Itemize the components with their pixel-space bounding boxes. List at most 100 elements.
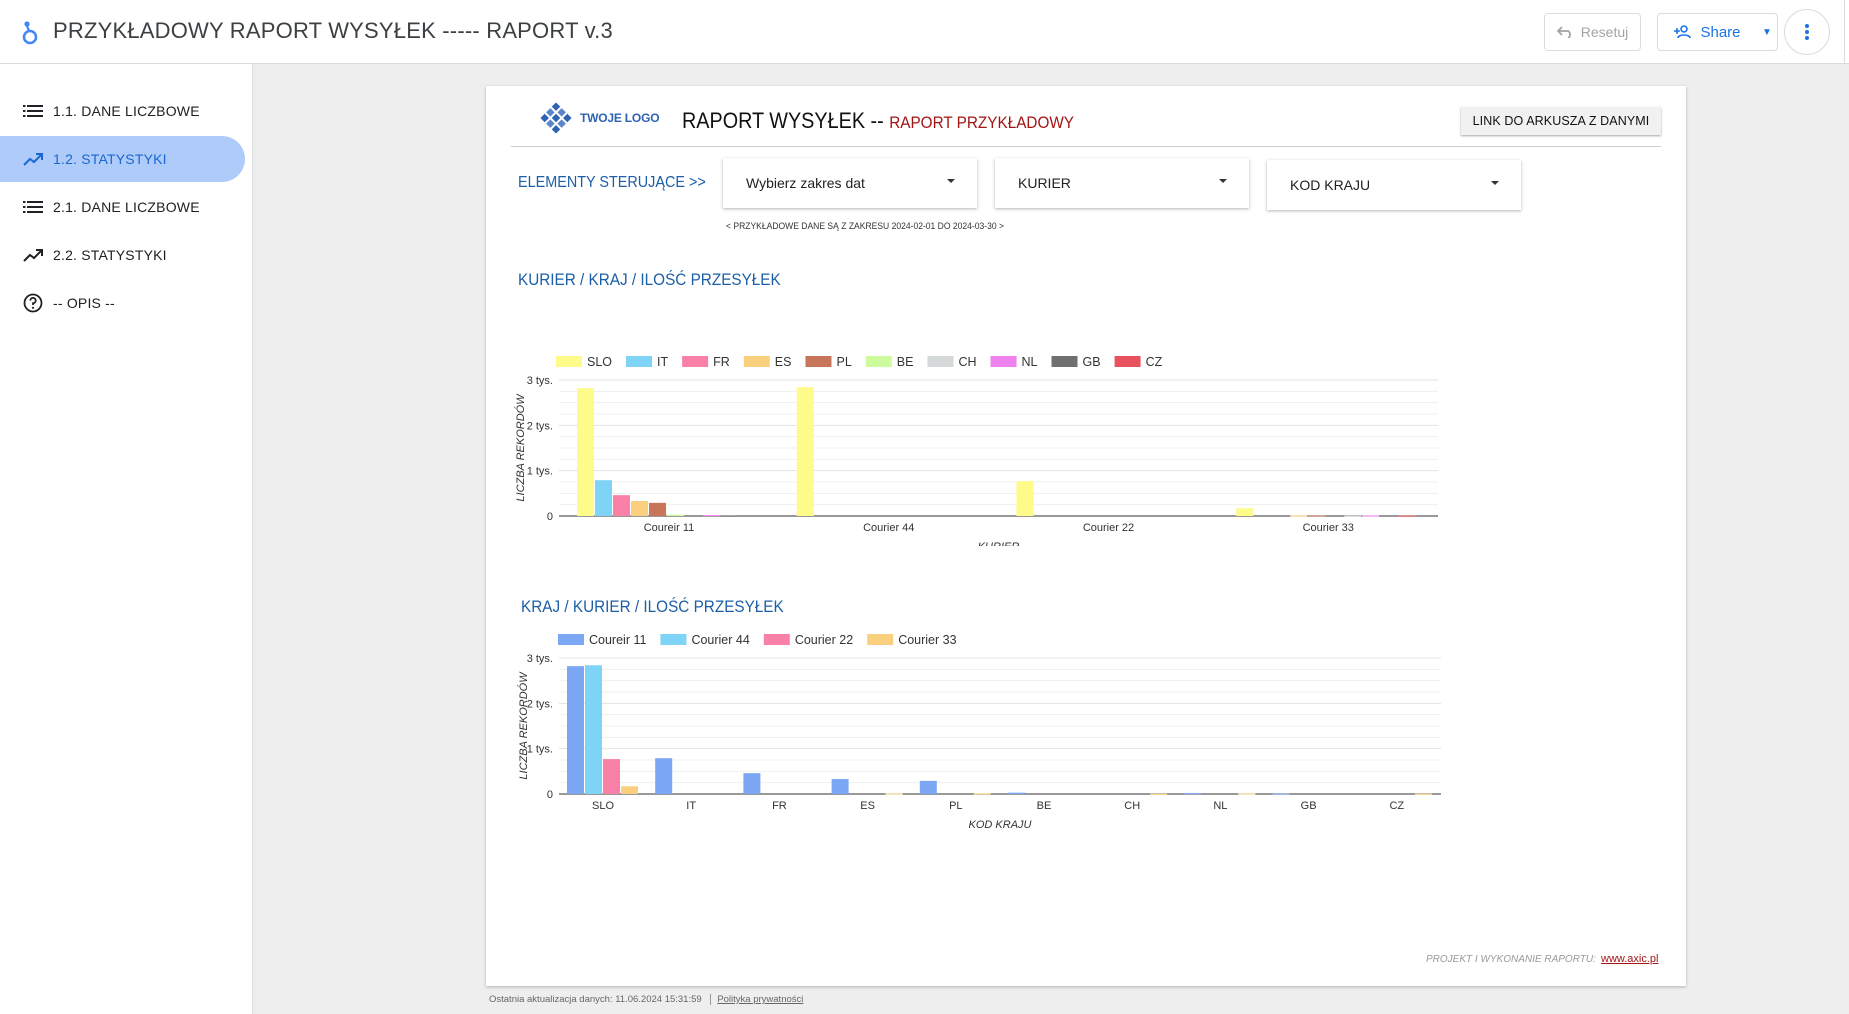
bar[interactable] — [743, 773, 761, 794]
legend-item[interactable]: Coureir 11 — [558, 633, 646, 647]
sidebar-item-label: 1.1. DANE LICZBOWE — [53, 103, 200, 119]
report-title: PRZYKŁADOWY RAPORT WYSYŁEK ----- RAPORT … — [53, 18, 613, 43]
legend-swatch — [1114, 356, 1141, 367]
bar[interactable] — [973, 793, 991, 795]
link-to-sheet-button[interactable]: LINK DO ARKUSZA Z DANYMI — [1461, 107, 1661, 135]
legend-label: Courier 22 — [795, 633, 853, 647]
x-tick-label: NL — [1213, 800, 1227, 812]
bar[interactable] — [919, 780, 937, 794]
list-icon — [22, 196, 44, 218]
reset-button[interactable]: Resetuj — [1544, 13, 1641, 51]
reset-label: Resetuj — [1580, 24, 1629, 40]
bar[interactable] — [703, 515, 720, 517]
bar[interactable] — [831, 779, 849, 794]
x-tick-label: ES — [860, 800, 875, 812]
bar[interactable] — [567, 666, 584, 794]
legend-item[interactable]: Courier 33 — [867, 633, 957, 647]
x-axis-title: KURIER — [978, 541, 1020, 546]
legend-label: IT — [657, 355, 668, 369]
sidebar-item-opis[interactable]: -- OPIS -- — [0, 280, 245, 326]
help-icon — [22, 292, 44, 314]
legend-item[interactable]: NL — [990, 355, 1038, 369]
legend-item[interactable]: Courier 44 — [660, 633, 750, 647]
legend-label: BE — [897, 355, 914, 369]
bar[interactable] — [649, 502, 666, 516]
looker-studio-logo-icon[interactable] — [18, 18, 42, 46]
bar[interactable] — [1184, 793, 1202, 795]
bar[interactable] — [1362, 515, 1380, 517]
legend-swatch — [558, 634, 584, 645]
share-button[interactable]: Share — [1657, 13, 1758, 51]
divider — [511, 146, 1661, 147]
sidebar-item-2-2-statystyki[interactable]: 2.2. STATYSTYKI — [0, 232, 245, 278]
legend-item[interactable]: ES — [743, 355, 792, 369]
bar[interactable] — [595, 480, 612, 516]
bar[interactable] — [621, 786, 638, 794]
date-range-dropdown[interactable]: Wybierz zakres dat — [723, 158, 977, 208]
list-icon — [22, 100, 44, 122]
trending-up-icon — [22, 148, 44, 170]
bar[interactable] — [721, 515, 738, 517]
courier-filter-dropdown[interactable]: KURIER — [995, 158, 1249, 208]
bar[interactable] — [603, 759, 620, 794]
sidebar-item-2-1-dane-liczbowe[interactable]: 2.1. DANE LICZBOWE — [0, 184, 245, 230]
undo-icon — [1556, 26, 1571, 38]
legend-item[interactable]: FR — [682, 355, 730, 369]
sidebar-item-1-2-statystyki[interactable]: 1.2. STATYSTYKI — [0, 136, 245, 182]
y-tick-label: 0 — [547, 511, 553, 523]
legend-item[interactable]: CH — [927, 355, 977, 369]
bar[interactable] — [1016, 481, 1034, 516]
legend-label: NL — [1022, 355, 1038, 369]
bar[interactable] — [1398, 515, 1416, 517]
y-tick-label: 1 tys. — [527, 744, 553, 756]
bar[interactable] — [885, 793, 903, 795]
legend-swatch — [743, 356, 770, 367]
privacy-policy-link[interactable]: Polityka prywatności — [710, 994, 804, 1005]
bar[interactable] — [1414, 793, 1432, 795]
legend-item[interactable]: PL — [805, 355, 852, 369]
bar[interactable] — [1308, 515, 1326, 517]
author-link[interactable]: www.axic.pl — [1601, 953, 1659, 965]
last-update-note: Ostatnia aktualizacja danych: 11.06.2024… — [489, 994, 804, 1005]
x-tick-label: CH — [1124, 800, 1140, 812]
more-options-button[interactable] — [1784, 9, 1830, 55]
chart-1-title: KURIER / KRAJ / ILOŚĆ PRZESYŁEK — [518, 270, 781, 289]
legend-item[interactable]: IT — [626, 355, 668, 369]
x-tick-label: GB — [1301, 800, 1317, 812]
share-dropdown-button[interactable]: ▼ — [1757, 13, 1778, 51]
x-tick-label: Courier 44 — [863, 522, 914, 534]
legend-label: CH — [958, 355, 976, 369]
bar[interactable] — [1272, 793, 1290, 795]
date-range-value: Wybierz zakres dat — [746, 175, 865, 191]
bar[interactable] — [1290, 515, 1308, 517]
legend-swatch — [660, 634, 687, 645]
divider — [1844, 0, 1845, 64]
y-tick-label: 3 tys. — [527, 653, 553, 665]
chart-2-title: KRAJ / KURIER / ILOŚĆ PRZESYŁEK — [521, 597, 784, 616]
bar[interactable] — [585, 665, 602, 794]
legend-item[interactable]: GB — [1051, 355, 1101, 369]
legend-item[interactable]: CZ — [1114, 355, 1163, 369]
bar[interactable] — [1344, 515, 1362, 517]
bar[interactable] — [1236, 508, 1254, 516]
y-tick-label: 1 tys. — [527, 466, 553, 478]
legend-item[interactable]: BE — [865, 355, 914, 369]
x-tick-label: FR — [772, 800, 787, 812]
logo-text: TWOJE LOGO — [580, 111, 660, 125]
bar[interactable] — [631, 501, 648, 516]
bar[interactable] — [1150, 793, 1168, 795]
bar[interactable] — [1008, 792, 1025, 794]
chart-courier-country: SLO IT FR ES PL BE CH NL GB CZ 0 1 tys. 2 tys. 3 tys.… — [514, 355, 1438, 546]
bar[interactable] — [613, 495, 630, 516]
bar[interactable] — [667, 514, 684, 516]
bar[interactable] — [655, 758, 673, 794]
legend-item[interactable]: SLO — [556, 355, 612, 369]
bar[interactable] — [577, 388, 594, 516]
legend-item[interactable]: Courier 22 — [763, 633, 853, 647]
bar[interactable] — [1238, 793, 1256, 795]
sidebar-item-1-1-dane-liczbowe[interactable]: 1.1. DANE LICZBOWE — [0, 88, 245, 134]
sidebar-item-label: 2.2. STATYSTYKI — [53, 247, 167, 263]
bar[interactable] — [796, 387, 814, 516]
country-filter-dropdown[interactable]: KOD KRAJU — [1267, 160, 1521, 210]
y-axis-title: LICZBA REKORDÓW — [517, 671, 530, 780]
